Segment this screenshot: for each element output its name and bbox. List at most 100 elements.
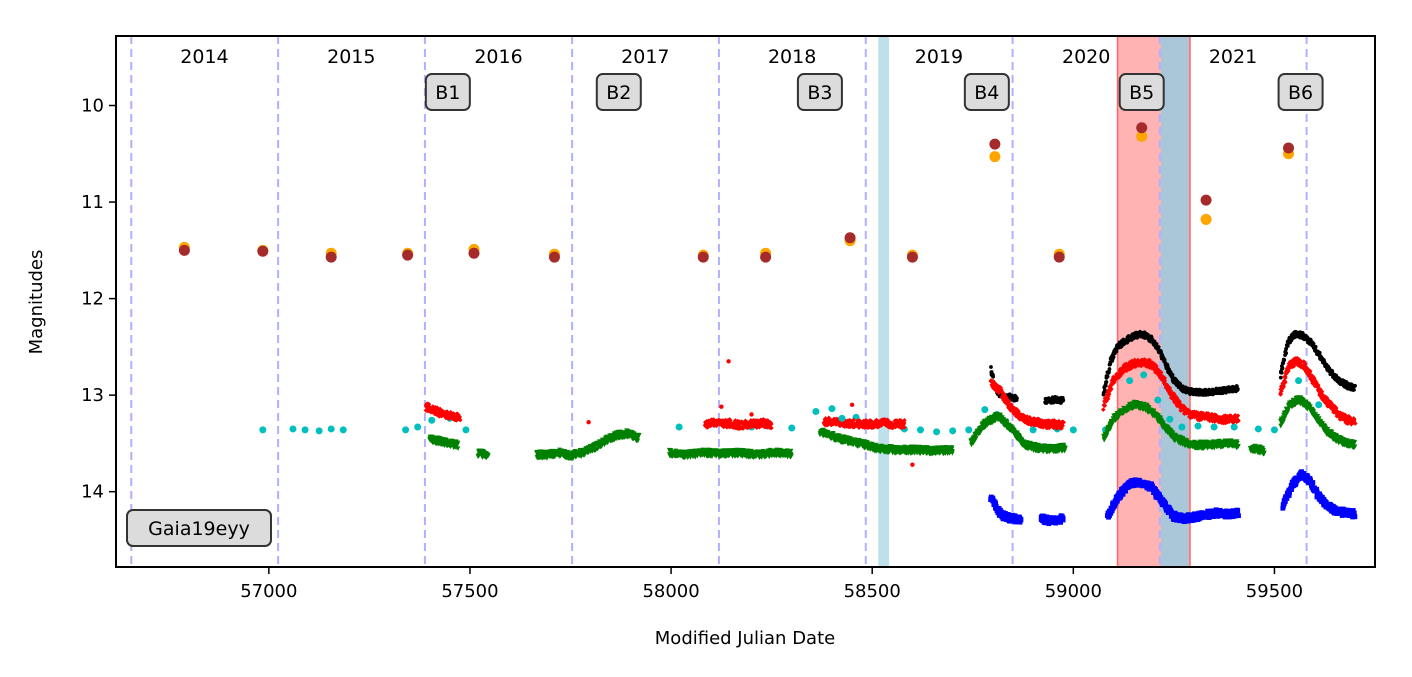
point-red-0-12 xyxy=(426,401,432,407)
point-red-1-3 xyxy=(703,424,709,429)
point-darkred-2 xyxy=(325,251,337,263)
point-black-3-3 xyxy=(1279,370,1284,375)
shaded-bands xyxy=(878,36,1191,567)
point-cyan-34 xyxy=(1154,396,1162,404)
point-red-0-126 xyxy=(457,414,462,420)
point-black-3-23 xyxy=(1285,344,1290,348)
point-darkred-1 xyxy=(257,245,269,257)
point-red-1-140 xyxy=(740,419,745,425)
point-cyan-38 xyxy=(1210,423,1218,431)
point-black-3-126 xyxy=(1317,350,1322,355)
point-black-0-7 xyxy=(991,374,995,379)
point-red-0-81 xyxy=(444,409,450,414)
point-red-0-52 xyxy=(437,414,442,419)
point-cyan-6 xyxy=(402,426,410,434)
point-red-3-18 xyxy=(993,382,999,387)
point-red-1-32 xyxy=(711,417,716,422)
point-cyan-30 xyxy=(1069,426,1077,434)
point-cyan-36 xyxy=(1178,423,1186,431)
point-darkred-9 xyxy=(906,251,918,263)
blue-band-1 xyxy=(878,36,890,567)
point-darkred-7 xyxy=(760,251,772,263)
point-cyan-39 xyxy=(1230,423,1238,431)
point-red-2-299 xyxy=(902,418,907,423)
point-black-3-240 xyxy=(1353,383,1357,388)
point-black-2-4 xyxy=(1102,388,1107,393)
point-black-3-13 xyxy=(1282,358,1287,362)
point-red-0-104 xyxy=(451,411,456,416)
point-cyan-22 xyxy=(933,428,941,436)
data-points xyxy=(178,122,1358,527)
point-darkred-13 xyxy=(1200,194,1212,206)
point-red-2-177 xyxy=(869,419,874,424)
point-cyan-23 xyxy=(949,427,957,435)
point-red-1-175 xyxy=(750,421,755,426)
point-cyan-42 xyxy=(1295,377,1303,385)
point-red-1-247 xyxy=(769,421,774,427)
point-black-2-81 xyxy=(1126,339,1131,343)
point-red-0-58 xyxy=(438,408,444,413)
point-cyan-15 xyxy=(788,424,796,432)
point-cyan-24 xyxy=(965,426,973,434)
point-orange-10 xyxy=(989,151,1001,163)
point-darkred-5 xyxy=(548,251,560,263)
point-cyan-3 xyxy=(315,427,323,435)
point-orange-13 xyxy=(1200,213,1212,225)
point-cyan-10 xyxy=(462,426,470,434)
point-black-3-113 xyxy=(1313,344,1318,349)
point-red-2-298 xyxy=(902,425,907,430)
point-cyan-8 xyxy=(428,416,436,424)
point-black-2-198 xyxy=(1162,358,1167,362)
point-darkred-12 xyxy=(1136,122,1148,134)
point-black-2-222 xyxy=(1170,373,1175,377)
point-cyan-0 xyxy=(259,426,267,434)
series-red xyxy=(423,356,1358,431)
point-cyan-5 xyxy=(339,426,347,434)
point-cyan-16 xyxy=(812,408,820,416)
band-overlap xyxy=(1161,36,1189,567)
point-cyan-32 xyxy=(1126,377,1134,385)
point-cyan-4 xyxy=(327,425,335,433)
point-red-2-169 xyxy=(866,421,872,426)
point-red-2-12 xyxy=(824,418,830,423)
point-red-2-131 xyxy=(856,425,862,430)
point-red-1-233 xyxy=(765,421,770,427)
point-cyan-33 xyxy=(1140,371,1148,379)
point-darkred-4 xyxy=(468,247,480,259)
point-black-3-18 xyxy=(1284,351,1289,356)
point-red-1-75 xyxy=(723,417,728,423)
point-red-1-113 xyxy=(732,418,738,423)
point-red-1-72 xyxy=(722,420,727,425)
point-black-1-58 xyxy=(1061,398,1066,403)
point-cyan-40 xyxy=(1254,425,1262,433)
point-darkred-10 xyxy=(989,138,1001,150)
point-red-0-97 xyxy=(449,412,454,418)
point-cyan-35 xyxy=(1166,415,1174,423)
point-red-2-286 xyxy=(898,418,904,423)
point-black-3-106 xyxy=(1311,341,1316,346)
point-red-2-207 xyxy=(877,424,882,429)
point-red-1-116 xyxy=(734,423,739,429)
point-darkred-8 xyxy=(844,232,856,244)
point-black-2-435 xyxy=(1235,387,1240,391)
point-darkred-0 xyxy=(178,244,190,256)
point-black-2-18 xyxy=(1107,367,1112,371)
point-red-1-14 xyxy=(706,418,711,424)
point-black-3-7 xyxy=(1280,366,1285,371)
point-black-2-171 xyxy=(1154,342,1159,346)
point-cyan-17 xyxy=(828,405,836,413)
point-cyan-7 xyxy=(414,423,422,431)
point-cyan-43 xyxy=(1315,401,1323,409)
point-cyan-28 xyxy=(1029,426,1037,434)
year-boundary-lines xyxy=(130,36,1308,567)
point-red-0-39 xyxy=(433,407,439,412)
point-cyan-37 xyxy=(1194,422,1202,430)
point-black-2-33 xyxy=(1111,355,1116,359)
point-red-2-297 xyxy=(901,420,907,426)
point-darkred-6 xyxy=(697,251,709,263)
point-red-2-64 xyxy=(838,422,844,428)
point-red-3-37 xyxy=(998,385,1003,391)
point-red-0-127 xyxy=(457,417,463,423)
